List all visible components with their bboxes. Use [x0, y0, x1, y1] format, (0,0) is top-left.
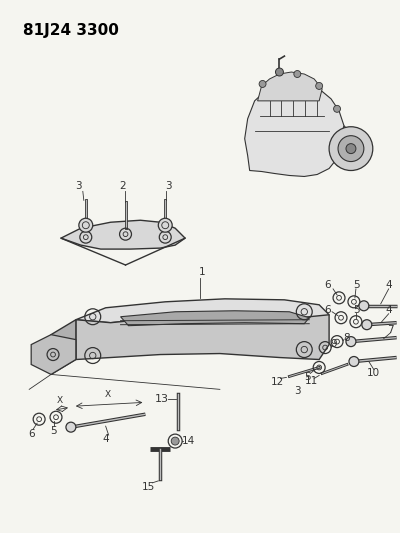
- Circle shape: [259, 80, 266, 87]
- Text: 7: 7: [387, 325, 394, 335]
- Text: 10: 10: [367, 368, 380, 378]
- Circle shape: [329, 127, 373, 171]
- Circle shape: [362, 320, 372, 330]
- Text: X: X: [104, 390, 111, 399]
- Text: 81J24 3300: 81J24 3300: [23, 23, 119, 38]
- Circle shape: [294, 70, 301, 77]
- Polygon shape: [120, 311, 309, 326]
- Polygon shape: [258, 72, 322, 101]
- Text: 3: 3: [76, 181, 82, 191]
- Text: 6: 6: [28, 429, 34, 439]
- Polygon shape: [76, 315, 329, 360]
- Circle shape: [346, 144, 356, 154]
- Circle shape: [349, 357, 359, 367]
- Text: 6: 6: [324, 305, 330, 315]
- Text: 4: 4: [102, 434, 109, 444]
- Polygon shape: [337, 126, 355, 168]
- Text: 4: 4: [385, 305, 392, 315]
- Text: 6: 6: [324, 280, 330, 290]
- Text: 1: 1: [199, 267, 205, 277]
- Text: 8: 8: [344, 333, 350, 343]
- Text: 5: 5: [50, 426, 56, 436]
- Text: 14: 14: [182, 436, 195, 446]
- Polygon shape: [61, 220, 185, 249]
- Circle shape: [158, 218, 172, 232]
- Text: 12: 12: [271, 377, 284, 387]
- Circle shape: [316, 83, 323, 90]
- Text: 3: 3: [294, 386, 301, 397]
- Circle shape: [334, 106, 340, 112]
- Circle shape: [359, 301, 369, 311]
- Circle shape: [346, 337, 356, 346]
- Text: 11: 11: [304, 376, 318, 386]
- Circle shape: [171, 437, 179, 445]
- Text: 15: 15: [142, 482, 155, 492]
- Text: 5: 5: [304, 373, 310, 382]
- Polygon shape: [31, 335, 76, 375]
- Text: 9: 9: [331, 338, 337, 349]
- Text: 2: 2: [119, 181, 126, 191]
- Text: X: X: [57, 396, 63, 405]
- Text: 3: 3: [165, 181, 172, 191]
- Circle shape: [276, 68, 284, 76]
- Polygon shape: [76, 299, 329, 325]
- Circle shape: [66, 422, 76, 432]
- Circle shape: [79, 218, 93, 232]
- Circle shape: [338, 136, 364, 161]
- Text: 5: 5: [354, 305, 360, 315]
- Polygon shape: [51, 320, 76, 375]
- Polygon shape: [245, 81, 344, 176]
- Text: 13: 13: [155, 394, 169, 405]
- Text: 4: 4: [385, 280, 392, 290]
- Text: 5: 5: [354, 280, 360, 290]
